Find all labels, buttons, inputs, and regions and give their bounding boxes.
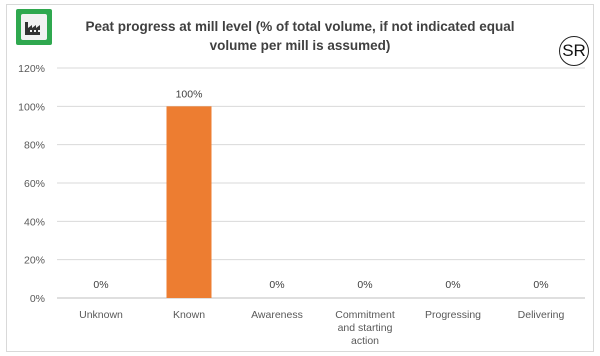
chart-frame (6, 4, 594, 352)
y-tick-label: 40% (24, 216, 45, 228)
sr-badge: SR (559, 36, 589, 66)
factory-badge (16, 9, 52, 45)
data-label: 0% (533, 279, 548, 291)
category-label: and starting (338, 322, 393, 334)
data-label: 100% (176, 88, 203, 100)
category-label: Known (173, 309, 205, 321)
category-label: Awareness (251, 309, 303, 321)
y-tick-label: 80% (24, 140, 45, 152)
y-tick-label: 120% (18, 63, 45, 75)
chart-title: Peat progress at mill level (% of total … (85, 19, 515, 53)
category-label: action (351, 335, 379, 347)
y-tick-label: 60% (24, 178, 45, 190)
category-label: Unknown (79, 309, 123, 321)
factory-icon (21, 14, 47, 40)
bar (166, 106, 212, 298)
data-label: 0% (445, 279, 460, 291)
y-tick-label: 100% (18, 101, 45, 113)
y-tick-label: 0% (30, 293, 45, 305)
category-label: Progressing (425, 309, 481, 321)
data-label: 0% (357, 279, 372, 291)
y-tick-label: 20% (24, 255, 45, 267)
data-label: 0% (93, 279, 108, 291)
data-label: 0% (269, 279, 284, 291)
category-label: Delivering (518, 309, 565, 321)
category-label: Commitment (335, 309, 395, 321)
